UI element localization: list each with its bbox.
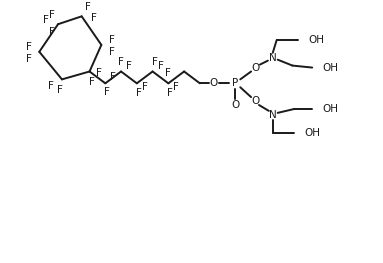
Text: F: F: [90, 13, 97, 23]
Text: F: F: [165, 68, 171, 78]
Text: F: F: [97, 68, 102, 78]
Text: F: F: [26, 42, 31, 52]
Text: F: F: [167, 88, 173, 98]
Text: F: F: [110, 72, 116, 82]
Text: N: N: [269, 53, 277, 63]
Text: O: O: [251, 63, 259, 73]
Text: F: F: [88, 77, 95, 87]
Text: O: O: [231, 100, 239, 110]
Text: F: F: [109, 35, 115, 45]
Text: P: P: [232, 78, 239, 88]
Text: F: F: [142, 82, 148, 92]
Text: F: F: [57, 85, 63, 95]
Text: F: F: [109, 47, 115, 57]
Text: F: F: [48, 81, 54, 91]
Text: O: O: [210, 78, 218, 88]
Text: F: F: [49, 10, 55, 20]
Text: OH: OH: [322, 63, 338, 73]
Text: F: F: [126, 60, 132, 70]
Text: OH: OH: [322, 104, 338, 114]
Text: N: N: [269, 110, 277, 120]
Text: F: F: [85, 2, 90, 12]
Text: F: F: [49, 27, 55, 37]
Text: F: F: [136, 88, 142, 98]
Text: OH: OH: [308, 35, 324, 45]
Text: OH: OH: [304, 128, 320, 138]
Text: F: F: [118, 57, 124, 67]
Text: F: F: [104, 87, 110, 97]
Text: F: F: [152, 57, 157, 67]
Text: O: O: [251, 96, 259, 106]
Text: F: F: [43, 15, 49, 25]
Text: F: F: [26, 54, 31, 64]
Text: F: F: [157, 60, 164, 70]
Text: F: F: [173, 82, 179, 92]
